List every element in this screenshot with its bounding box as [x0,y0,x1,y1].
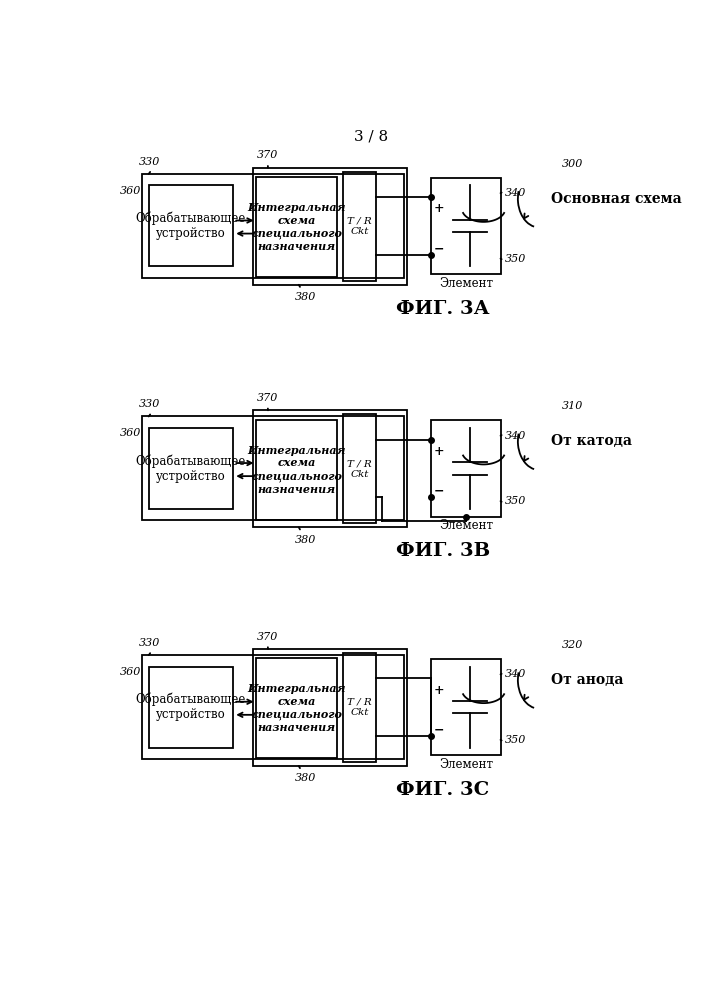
Bar [257,420,337,520]
Text: 350: 350 [500,496,526,506]
Bar [431,178,500,274]
Bar [344,414,376,523]
Text: 340: 340 [500,431,526,441]
Bar [257,177,337,277]
Bar [344,653,376,762]
Bar [149,667,233,748]
Text: 320: 320 [562,640,584,650]
Text: Элемент: Элемент [439,519,493,532]
Text: −: − [434,724,444,737]
Bar [431,420,500,517]
Text: 350: 350 [500,254,526,264]
Text: От анода: От анода [550,673,623,687]
Text: 370: 370 [257,632,278,649]
Text: 360: 360 [120,667,141,677]
Text: Элемент: Элемент [439,277,493,290]
Bar [431,659,500,755]
Text: 300: 300 [562,159,584,169]
Text: 380: 380 [295,285,316,302]
Bar [257,658,337,758]
Text: 340: 340 [500,669,526,679]
Text: От катода: От катода [550,434,631,448]
Bar [252,168,407,285]
Text: Интегральная
схема
специального
назначения: Интегральная схема специального назначен… [248,445,346,495]
Bar [143,174,405,278]
Text: +: + [434,684,444,697]
Text: Обрабатывающее
устройство: Обрабатывающее устройство [136,212,246,240]
Text: 360: 360 [120,186,141,196]
Text: 380: 380 [295,766,316,783]
Bar [143,655,405,759]
Text: T / R
Ckt: T / R Ckt [347,698,372,717]
Text: 310: 310 [562,401,584,411]
Text: 3 / 8: 3 / 8 [354,130,389,144]
Text: 330: 330 [138,399,160,416]
Bar [149,185,233,266]
Text: T / R
Ckt: T / R Ckt [347,459,372,479]
Text: −: − [434,242,444,255]
Bar [252,410,407,527]
Bar [149,428,233,509]
Bar [344,172,376,281]
Bar [252,649,407,766]
Text: 330: 330 [138,157,160,174]
Text: 330: 330 [138,638,160,655]
Text: ФИГ. 3С: ФИГ. 3С [396,781,489,799]
Text: −: − [434,485,444,498]
Text: 350: 350 [500,735,526,745]
Text: 360: 360 [120,428,141,438]
Text: Интегральная
схема
специального
назначения: Интегральная схема специального назначен… [248,683,346,733]
Text: ФИГ. 3А: ФИГ. 3А [396,300,489,318]
Text: Основная схема: Основная схема [550,192,682,206]
Text: +: + [434,202,444,215]
Text: T / R
Ckt: T / R Ckt [347,217,372,236]
Text: Интегральная
схема
специального
назначения: Интегральная схема специального назначен… [248,202,346,252]
Text: 370: 370 [257,150,278,168]
Text: Элемент: Элемент [439,758,493,771]
Text: Обрабатывающее
устройство: Обрабатывающее устройство [136,454,246,483]
Bar [143,416,405,520]
Text: 370: 370 [257,393,278,410]
Text: ФИГ. 3В: ФИГ. 3В [396,542,490,560]
Text: 380: 380 [295,527,316,545]
Text: 340: 340 [500,188,526,198]
Text: +: + [434,445,444,458]
Text: Обрабатывающее
устройство: Обрабатывающее устройство [136,693,246,721]
